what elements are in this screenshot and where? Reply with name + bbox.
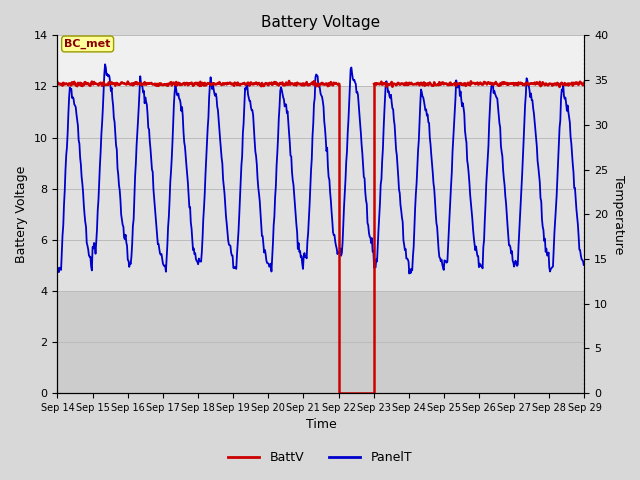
- Title: Battery Voltage: Battery Voltage: [261, 15, 381, 30]
- Bar: [58, 86, 584, 291]
- Legend: BattV, PanelT: BattV, PanelT: [223, 446, 417, 469]
- X-axis label: Time: Time: [305, 419, 336, 432]
- Y-axis label: Temperature: Temperature: [612, 175, 625, 254]
- Text: BC_met: BC_met: [65, 39, 111, 49]
- Bar: [58, 291, 584, 393]
- Y-axis label: Battery Voltage: Battery Voltage: [15, 166, 28, 263]
- Bar: [58, 36, 584, 86]
